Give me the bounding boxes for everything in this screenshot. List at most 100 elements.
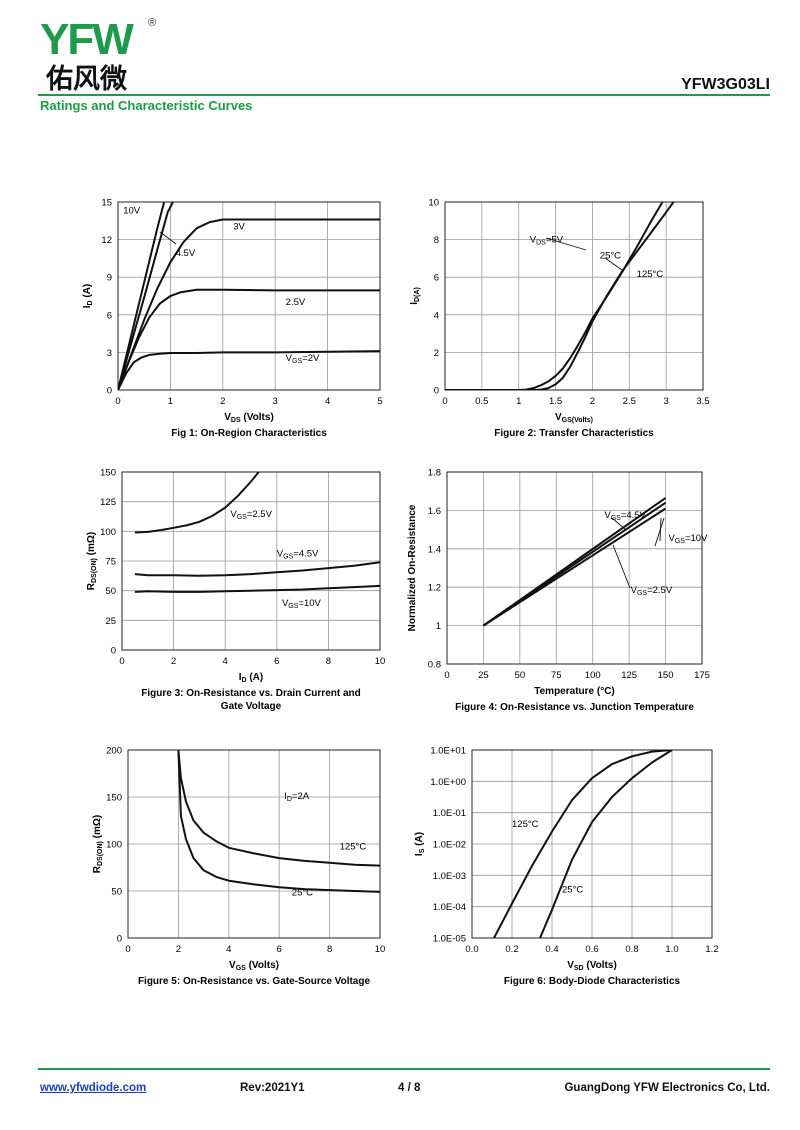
x-tick-label: 0.4	[545, 944, 558, 955]
chart-caption: Figure 2: Transfer Characteristics	[494, 428, 654, 439]
series-label: 10V	[123, 205, 141, 216]
chart-caption: Figure 3: On-Resistance vs. Drain Curren…	[141, 688, 361, 699]
registered-mark: ®	[148, 17, 156, 29]
y-tick-label: 1.0E-05	[433, 934, 466, 945]
x-tick-label: 6	[277, 944, 282, 955]
footer-website[interactable]: www.yfwdiode.com	[40, 1082, 146, 1094]
y-tick-label: 4	[434, 310, 439, 321]
x-tick-label: 100	[585, 670, 601, 681]
series-label: VGS=4.5V	[604, 510, 646, 522]
y-tick-label: 1.0E-01	[433, 808, 466, 819]
series-label: 4.5V	[176, 248, 196, 259]
series-line	[445, 202, 664, 390]
series-label: 25°C	[600, 250, 621, 261]
y-axis-label: ID(A)	[409, 287, 421, 305]
x-tick-label: 0.0	[465, 944, 478, 955]
x-axis-label: Temperature (°C)	[534, 686, 615, 697]
x-tick-label: 0.2	[505, 944, 518, 955]
x-axis-label: VDS (Volts)	[224, 412, 274, 424]
chart-caption: Figure 4: On-Resistance vs. Junction Tem…	[455, 702, 694, 713]
x-tick-label: 8	[326, 656, 331, 667]
plot-frame	[127, 749, 381, 939]
x-tick-label: 3	[663, 396, 668, 407]
series-label: 125°C	[637, 269, 664, 280]
series-label: 125°C	[512, 819, 539, 830]
chart-caption: Figure 6: Body-Diode Characteristics	[504, 976, 681, 987]
y-tick-label: 3	[107, 348, 112, 359]
brand-chinese-name: 佑风微	[45, 64, 127, 95]
series-label: ID=2A	[284, 791, 310, 803]
chart-4: 0 25 50 75 100 125 150 175 0.8 1 1.2 1.4 1.6 1.8 Tempe…	[407, 468, 710, 714]
footer-company: GuangDong YFW Electronics Co, Ltd.	[564, 1082, 770, 1094]
header-divider	[38, 94, 770, 96]
y-tick-label: 100	[106, 840, 122, 851]
series-line	[177, 750, 380, 867]
x-tick-label: 75	[551, 670, 562, 681]
brand-logo-text: YFW	[40, 15, 134, 64]
y-axis-label: IS (A)	[414, 832, 426, 856]
series-label: VGS=2.5V	[631, 585, 673, 597]
x-tick-label: 0.8	[625, 944, 638, 955]
section-title: Ratings and Characteristic Curves	[40, 98, 253, 113]
series-line	[493, 750, 673, 938]
series-line	[134, 584, 380, 593]
x-tick-label: 2	[176, 944, 181, 955]
series-label: 25°C	[562, 885, 583, 896]
x-tick-label: 1.0	[665, 944, 678, 955]
series-label: VGS=2.5V	[230, 509, 272, 521]
y-tick-label: 1.6	[428, 506, 441, 517]
x-tick-label: 1	[516, 396, 521, 407]
x-tick-label: 2.5	[623, 396, 636, 407]
y-tick-label: 8	[434, 235, 439, 246]
x-tick-label: 0	[119, 656, 124, 667]
y-tick-label: 1.0E-02	[433, 840, 466, 851]
y-tick-label: 1.0E+00	[430, 777, 466, 788]
series-line	[482, 507, 667, 627]
x-tick-label: 0.5	[475, 396, 488, 407]
series-line	[539, 750, 673, 938]
y-tick-label: 1	[436, 621, 441, 632]
annotation-leader	[545, 237, 587, 251]
x-tick-label: 10	[375, 944, 386, 955]
x-tick-label: 0.6	[585, 944, 598, 955]
x-tick-label: 0	[444, 670, 449, 681]
brand-logo: YFW ® 佑风微	[40, 15, 156, 95]
annotation-leader	[611, 517, 627, 531]
y-tick-label: 150	[106, 793, 122, 804]
y-tick-label: 125	[100, 497, 116, 508]
chart-caption-line2: Gate Voltage	[221, 701, 282, 712]
x-tick-label: 175	[694, 670, 710, 681]
x-tick-label: 125	[621, 670, 637, 681]
y-axis-label: RDS(ON) (mΩ)	[92, 815, 104, 873]
chart-2: 0 0.5 1 1.5 2 2.5 3 3.5 0 2 4 6 8 10 VGS(Volts) ID(A) Fi…	[409, 198, 710, 440]
series-line	[118, 288, 380, 390]
series-label: 2.5V	[286, 297, 306, 308]
y-tick-label: 0	[117, 934, 122, 945]
y-tick-label: 0	[111, 646, 116, 657]
x-tick-label: 4	[226, 944, 231, 955]
y-tick-label: 50	[105, 586, 116, 597]
x-tick-label: 4	[325, 396, 330, 407]
y-axis-label: RDS(ON) (mΩ)	[86, 532, 98, 590]
annotation-leader	[612, 544, 631, 589]
x-tick-label: 0	[442, 396, 447, 407]
part-number: YFW3G03LI	[681, 76, 770, 93]
x-tick-label: 2	[590, 396, 595, 407]
x-axis-label: VGS(Volts)	[555, 412, 593, 424]
x-tick-label: 0	[115, 396, 120, 407]
y-tick-label: 100	[100, 527, 116, 538]
y-tick-label: 150	[100, 468, 116, 479]
series-line	[134, 561, 380, 577]
y-tick-label: 1.0E-04	[433, 902, 466, 913]
series-line	[177, 750, 380, 893]
series-label: VGS=4.5V	[277, 548, 319, 560]
plot-frame	[446, 471, 703, 665]
y-tick-label: 75	[105, 557, 116, 568]
website-link[interactable]: www.yfwdiode.com	[40, 1082, 147, 1094]
x-tick-label: 5	[377, 396, 382, 407]
x-tick-label: 1.5	[549, 396, 562, 407]
chart-caption: Figure 5: On-Resistance vs. Gate-Source …	[138, 976, 371, 987]
